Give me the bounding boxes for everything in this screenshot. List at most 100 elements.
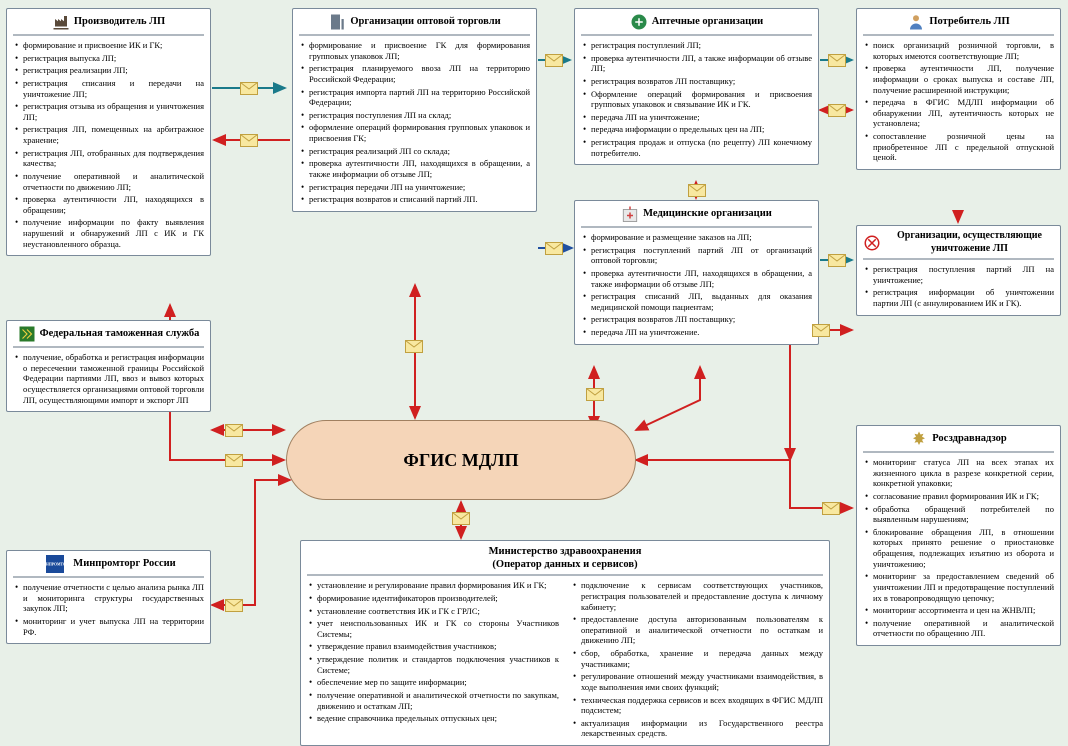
destroy-title: Организации, осуществляющие уничтожение … (885, 230, 1054, 255)
list-item: блокирование обращения ЛП, в отношении к… (863, 527, 1054, 570)
destroy-list: регистрация поступления партий ЛП на уни… (863, 264, 1054, 309)
box-consumer: Потребитель ЛП поиск организаций розничн… (856, 8, 1061, 170)
consumer-list: поиск организаций розничной торговли, в … (863, 40, 1054, 163)
list-item: получение оперативной и аналитической от… (307, 690, 559, 711)
list-item: получение отчетности с целью анализа рын… (13, 582, 204, 614)
list-item: регистрация передачи ЛП на уничтожение; (299, 182, 530, 193)
list-item: проверка аутентичности ЛП, получение инф… (863, 63, 1054, 95)
svg-text:МИНПРОМТОРГ: МИНПРОМТОРГ (41, 563, 69, 567)
envelope-icon (225, 599, 243, 612)
list-item: регистрация информации об уничтожении па… (863, 287, 1054, 308)
list-item: регистрация реализаций ЛП со склада; (299, 146, 530, 157)
list-item: проверка аутентичности ЛП, находящихся в… (13, 194, 204, 215)
list-item: регистрация поступления ЛП на склад; (299, 110, 530, 121)
envelope-icon (240, 82, 258, 95)
box-wholesale: Организации оптовой торговли формировани… (292, 8, 537, 212)
ministry-list-col1: установление и регулирование правил форм… (307, 580, 559, 741)
list-item: обеспечение мер по защите информации; (307, 677, 559, 688)
ministry-title: Министерство здравоохранения (489, 545, 642, 558)
list-item: предоставление доступа авторизованным по… (571, 614, 823, 646)
pharmacy-icon (630, 13, 648, 31)
envelope-icon (822, 502, 840, 515)
customs-list: получение, обработка и регистрация инфор… (13, 352, 204, 405)
list-item: получение информации по факту выявления … (13, 217, 204, 249)
list-item: поиск организаций розничной торговли, в … (863, 40, 1054, 61)
hospital-icon (621, 205, 639, 223)
list-item: регистрация ЛП, отобранных для подтвержд… (13, 148, 204, 169)
box-manufacturer: Производитель ЛП формирование и присвоен… (6, 8, 211, 256)
list-item: регистрация списаний ЛП, выданных для ок… (581, 291, 812, 312)
list-item: регистрация импорта партий ЛП на террито… (299, 87, 530, 108)
list-item: Оформление операций формирования и присв… (581, 89, 812, 110)
envelope-icon (240, 134, 258, 147)
envelope-icon (405, 340, 423, 353)
roszdrav-list: мониторинг статуса ЛП на всех этапах их … (863, 457, 1054, 639)
list-item: ведение справочника предельных отпускных… (307, 713, 559, 724)
minprom-list: получение отчетности с целью анализа рын… (13, 582, 204, 637)
person-icon (907, 13, 925, 31)
minprom-title: Минпромторг России (73, 557, 175, 570)
list-item: регистрация отзыва из обращения и уничто… (13, 101, 204, 122)
envelope-icon (586, 388, 604, 401)
list-item: учет неиспользованных ИК и ГК со стороны… (307, 618, 559, 639)
factory-icon (52, 13, 70, 31)
list-item: обработка обращений потребителей по выяв… (863, 504, 1054, 525)
envelope-icon (545, 54, 563, 67)
list-item: согласование правил формирования ИК и ГК… (863, 491, 1054, 502)
envelope-icon (225, 424, 243, 437)
list-item: передача ЛП на уничтожение; (581, 112, 812, 123)
list-item: регистрация списания и передачи на уничт… (13, 78, 204, 99)
envelope-icon (688, 184, 706, 197)
manufacturer-title: Производитель ЛП (74, 15, 165, 28)
box-medical: Медицинские организации формирование и р… (574, 200, 819, 345)
list-item: мониторинг за предоставлением сведений о… (863, 571, 1054, 603)
list-item: формирование идентификаторов производите… (307, 593, 559, 604)
list-item: регистрация возвратов ЛП поставщику; (581, 314, 812, 325)
list-item: оформление операций формирования группов… (299, 122, 530, 143)
roszdrav-title: Росздравнадзор (932, 432, 1006, 445)
list-item: регистрация ЛП, помещенных на арбитражно… (13, 124, 204, 145)
list-item: проверка аутентичности ЛП, а также инфор… (581, 53, 812, 74)
envelope-icon (545, 242, 563, 255)
minprom-icon: МИНПРОМТОРГ (41, 555, 69, 573)
building-icon (328, 13, 346, 31)
list-item: получение оперативной и аналитической от… (13, 171, 204, 192)
ministry-list-col2: подключение к сервисам соответствующих у… (571, 580, 823, 741)
envelope-icon (828, 54, 846, 67)
list-item: техническая поддержка сервисов и всех вх… (571, 695, 823, 716)
eagle-icon (910, 430, 928, 448)
box-roszdrav: Росздравнадзор мониторинг статуса ЛП на … (856, 425, 1061, 646)
list-item: формирование и присвоение ИК и ГК; (13, 40, 204, 51)
box-pharmacy: Аптечные организации регистрация поступл… (574, 8, 819, 165)
manufacturer-list: формирование и присвоение ИК и ГК; регист… (13, 40, 204, 249)
list-item: формирование и присвоение ГК для формиро… (299, 40, 530, 61)
central-label: ФГИС МДЛП (403, 450, 518, 471)
pharmacy-list: регистрация поступлений ЛП; проверка ауте… (581, 40, 812, 158)
list-item: регистрация поступлений партий ЛП от орг… (581, 245, 812, 266)
list-item: мониторинг и учет выпуска ЛП на территор… (13, 616, 204, 637)
wholesale-title: Организации оптовой торговли (350, 15, 500, 28)
list-item: утверждение политик и стандартов подключ… (307, 654, 559, 675)
ministry-subtitle: (Оператор данных и сервисов) (492, 558, 637, 571)
envelope-icon (225, 454, 243, 467)
list-item: регистрация реализации ЛП; (13, 65, 204, 76)
list-item: установление соответствия ИК и ГК с ГРЛС… (307, 606, 559, 617)
list-item: установление и регулирование правил форм… (307, 580, 559, 591)
medical-title: Медицинские организации (643, 207, 772, 220)
list-item: проверка аутентичности ЛП, находящихся в… (581, 268, 812, 289)
list-item: регистрация поступления партий ЛП на уни… (863, 264, 1054, 285)
box-minprom: МИНПРОМТОРГ Минпромторг России получение… (6, 550, 211, 644)
box-customs: Федеральная таможенная служба получение,… (6, 320, 211, 412)
central-node-fgis: ФГИС МДЛП (286, 420, 636, 500)
list-item: регистрация возвратов ЛП поставщику; (581, 76, 812, 87)
list-item: получение, обработка и регистрация инфор… (13, 352, 204, 405)
list-item: формирование и размещение заказов на ЛП; (581, 232, 812, 243)
list-item: регистрация возвратов и списаний партий … (299, 194, 530, 205)
list-item: передача в ФГИС МДЛП информации об обнар… (863, 97, 1054, 129)
envelope-icon (828, 254, 846, 267)
medical-list: формирование и размещение заказов на ЛП;… (581, 232, 812, 338)
list-item: регистрация поступлений ЛП; (581, 40, 812, 51)
list-item: мониторинг статуса ЛП на всех этапах их … (863, 457, 1054, 489)
pharmacy-title: Аптечные организации (652, 15, 763, 28)
wholesale-list: формирование и присвоение ГК для формиро… (299, 40, 530, 205)
